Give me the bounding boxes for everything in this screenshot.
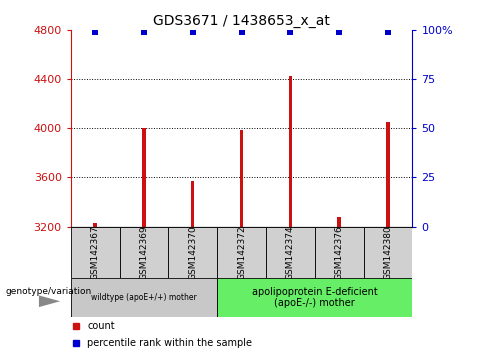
Text: GSM142374: GSM142374 [286,225,295,280]
Bar [168,227,217,278]
Bar [71,227,120,278]
Bar [217,227,266,278]
Text: genotype/variation: genotype/variation [6,287,92,296]
Bar [191,181,194,227]
Bar [386,122,389,227]
Text: wildtype (apoE+/+) mother: wildtype (apoE+/+) mother [91,293,197,302]
Polygon shape [39,295,60,307]
Bar [94,223,97,227]
Bar [217,278,412,317]
Bar [315,227,364,278]
Bar [364,227,412,278]
Text: GSM142369: GSM142369 [140,225,148,280]
Text: GSM142380: GSM142380 [384,225,392,280]
Title: GDS3671 / 1438653_x_at: GDS3671 / 1438653_x_at [153,14,330,28]
Text: GSM142367: GSM142367 [91,225,100,280]
Text: GSM142372: GSM142372 [237,225,246,280]
Text: count: count [87,321,115,331]
Text: percentile rank within the sample: percentile rank within the sample [87,338,252,348]
Bar [71,278,217,317]
Bar [142,128,146,227]
Bar [120,227,168,278]
Text: GSM142376: GSM142376 [335,225,344,280]
Text: apolipoprotein E-deficient
(apoE-/-) mother: apolipoprotein E-deficient (apoE-/-) mot… [252,286,378,308]
Bar [338,217,341,227]
Text: GSM142370: GSM142370 [188,225,197,280]
Bar [289,75,292,227]
Bar [266,227,315,278]
Bar [240,130,243,227]
